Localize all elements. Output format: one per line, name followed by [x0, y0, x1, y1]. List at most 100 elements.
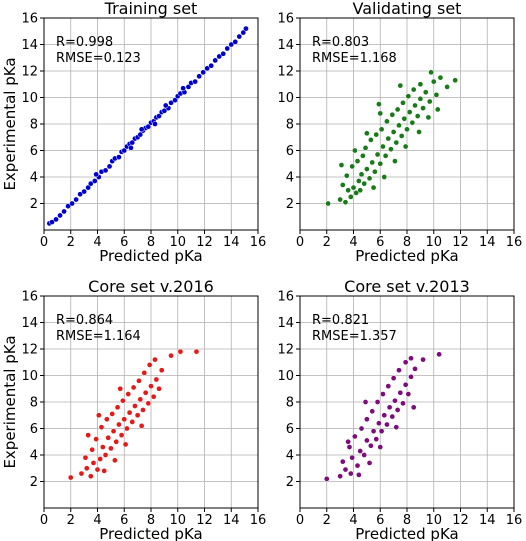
- data-point: [373, 131, 380, 138]
- data-point: [105, 434, 112, 441]
- x-tick-label: 12: [452, 235, 469, 250]
- data-point: [370, 184, 377, 191]
- x-tick-label: 8: [403, 513, 411, 528]
- x-tick-label: 14: [223, 235, 240, 250]
- data-point: [392, 158, 398, 164]
- y-tick-label: 8: [286, 118, 294, 133]
- data-point: [98, 424, 105, 431]
- data-point: [376, 420, 382, 427]
- data-point: [351, 147, 358, 154]
- data-point: [358, 425, 365, 432]
- data-point: [409, 119, 416, 126]
- data-point: [372, 168, 378, 175]
- data-point: [345, 187, 351, 194]
- data-point: [347, 470, 354, 477]
- y-tick-label: 12: [21, 343, 38, 358]
- data-point: [410, 86, 417, 93]
- y-tick-label: 6: [286, 422, 294, 437]
- data-point: [93, 436, 100, 442]
- x-tick-label: 4: [349, 235, 357, 250]
- data-point: [373, 436, 380, 442]
- data-point: [137, 131, 144, 138]
- data-point: [337, 196, 343, 203]
- data-point: [380, 143, 386, 150]
- data-point: [204, 65, 211, 72]
- data-point: [177, 348, 184, 355]
- data-point: [129, 139, 136, 146]
- y-tick-label: 10: [277, 91, 294, 106]
- data-point: [357, 187, 364, 194]
- data-point: [402, 381, 409, 388]
- r-annotation: R=0.864: [56, 313, 113, 328]
- x-tick-label: 0: [40, 513, 48, 528]
- data-point: [364, 130, 370, 137]
- x-tick-label: 2: [67, 513, 75, 528]
- y-tick-label: 14: [21, 38, 38, 53]
- data-point: [406, 109, 413, 115]
- y-tick-label: 2: [286, 475, 294, 490]
- y-tick-label: 14: [21, 316, 38, 331]
- y-tick-label: 6: [30, 144, 38, 159]
- y-tick-label: 14: [277, 316, 294, 331]
- y-tick-label: 4: [30, 171, 38, 186]
- data-point: [236, 33, 243, 40]
- x-tick-label: 16: [506, 235, 523, 250]
- data-point: [132, 403, 138, 409]
- data-point: [240, 29, 247, 36]
- x-tick-label: 12: [452, 513, 469, 528]
- data-point: [342, 466, 349, 473]
- data-point: [437, 74, 444, 81]
- data-point: [152, 121, 158, 127]
- x-axis-label: Predicted pKa: [99, 525, 202, 541]
- data-point: [433, 92, 440, 98]
- data-point: [405, 93, 412, 100]
- data-point: [417, 81, 424, 88]
- data-point: [87, 473, 94, 480]
- data-point: [384, 421, 390, 428]
- data-point: [356, 178, 362, 184]
- y-axis-label: Experimental pKa: [1, 335, 19, 468]
- data-point: [400, 99, 406, 106]
- data-point: [216, 53, 223, 60]
- data-point: [370, 428, 377, 434]
- data-point: [364, 437, 370, 444]
- x-tick-label: 2: [67, 235, 75, 250]
- data-point: [416, 129, 422, 135]
- data-point: [112, 457, 118, 464]
- x-axis-label: Predicted pKa: [355, 525, 458, 541]
- data-point: [347, 194, 354, 200]
- data-point: [404, 126, 410, 133]
- data-point: [156, 385, 162, 392]
- data-point: [49, 219, 55, 225]
- x-tick-label: 10: [169, 513, 186, 528]
- data-point: [405, 391, 412, 397]
- rmse-annotation: RMSE=1.357: [312, 329, 397, 344]
- data-point: [116, 154, 122, 160]
- data-point: [436, 351, 442, 358]
- data-point: [366, 460, 373, 466]
- data-point: [101, 468, 108, 474]
- data-point: [398, 133, 405, 139]
- x-tick-label: 8: [147, 235, 155, 250]
- data-point: [420, 356, 426, 363]
- x-tick-label: 16: [250, 235, 267, 250]
- data-point: [412, 102, 418, 109]
- data-point: [109, 411, 116, 417]
- data-point: [156, 113, 162, 119]
- data-point: [389, 111, 396, 118]
- y-tick-label: 2: [30, 197, 38, 212]
- data-point: [378, 126, 385, 133]
- data-point: [338, 162, 345, 168]
- y-tick-label: 2: [30, 475, 38, 490]
- x-axis-label: Predicted pKa: [99, 247, 202, 265]
- data-point: [94, 466, 101, 473]
- data-point: [90, 460, 97, 466]
- chart-title: Validating set: [353, 0, 462, 18]
- data-point: [124, 425, 130, 432]
- data-point: [356, 472, 362, 478]
- data-point: [150, 393, 157, 400]
- data-point: [61, 208, 67, 215]
- data-point: [350, 184, 357, 191]
- y-tick-label: 16: [277, 290, 294, 305]
- data-point: [412, 366, 418, 372]
